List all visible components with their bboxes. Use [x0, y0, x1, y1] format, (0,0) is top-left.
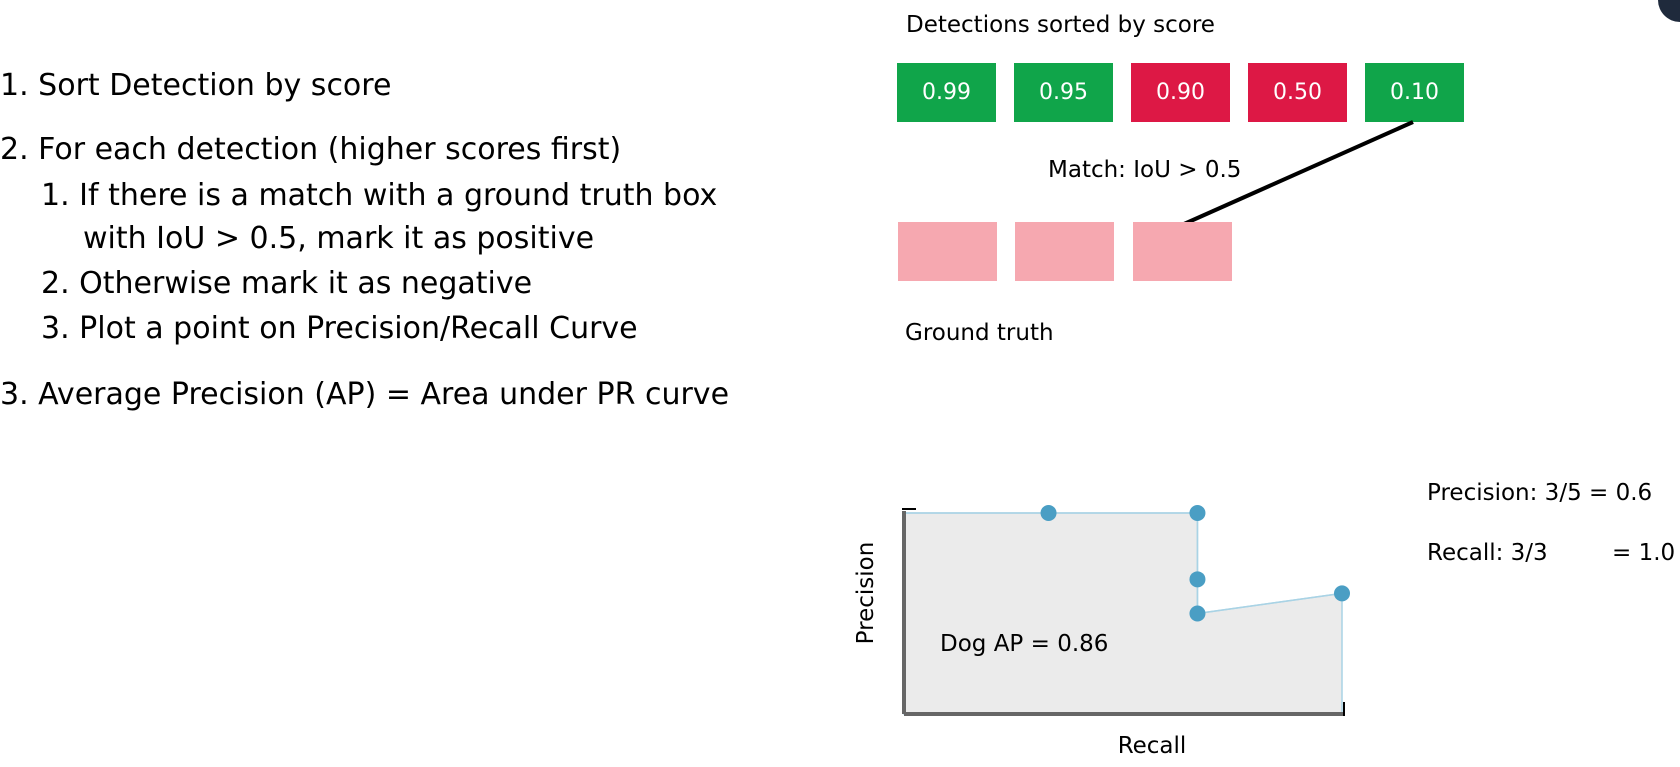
- ground-truth-box: [1133, 222, 1232, 281]
- detection-box: 0.50: [1248, 63, 1347, 122]
- step-number: 3.: [0, 377, 29, 412]
- y-axis-label: Precision: [853, 542, 879, 645]
- step-text: Average Precision (AP) = Area under PR c…: [38, 377, 730, 412]
- step-2-2: 2. Otherwise mark it as negative: [41, 266, 532, 302]
- pr-point: [1334, 585, 1350, 602]
- detection-box: 0.99: [897, 63, 996, 122]
- step-2-1-continued: with IoU > 0.5, mark it as positive: [83, 221, 594, 257]
- ground-truth-box: [898, 222, 997, 281]
- step-text: Otherwise mark it as negative: [79, 266, 533, 301]
- step-text: with IoU > 0.5, mark it as positive: [83, 221, 595, 256]
- detection-score: 0.99: [922, 80, 971, 105]
- detection-box: 0.10: [1365, 63, 1464, 122]
- ground-truth-caption: Ground truth: [905, 320, 1054, 346]
- ap-annotation: Dog AP = 0.86: [940, 631, 1108, 657]
- step-number: 2.: [41, 266, 70, 301]
- step-text: For each detection (higher scores first): [38, 132, 622, 167]
- step-3: 3. Average Precision (AP) = Area under P…: [0, 377, 729, 413]
- precision-value: Precision: 3/5 = 0.6: [1427, 480, 1653, 506]
- detection-box: 0.95: [1014, 63, 1113, 122]
- pr-point: [1189, 605, 1206, 622]
- ground-truth-box: [1015, 222, 1114, 281]
- step-text: If there is a match with a ground truth …: [79, 178, 718, 213]
- step-number: 3.: [41, 311, 70, 346]
- pr-points: [1040, 505, 1350, 622]
- recall-label: Recall: 3/3: [1427, 540, 1548, 566]
- step-text: Sort Detection by score: [38, 68, 392, 103]
- pr-curve: [904, 512, 1343, 615]
- step-2: 2. For each detection (higher scores fir…: [0, 132, 621, 168]
- step-text: Plot a point on Precision/Recall Curve: [79, 311, 638, 346]
- pr-point: [1189, 571, 1206, 588]
- step-2-3: 3. Plot a point on Precision/Recall Curv…: [41, 311, 638, 347]
- step-number: 2.: [0, 132, 29, 167]
- detection-score: 0.50: [1273, 80, 1322, 105]
- step-number: 1.: [41, 178, 70, 213]
- pr-point: [1189, 505, 1206, 521]
- detections-caption: Detections sorted by score: [906, 12, 1215, 38]
- recall-value: = 1.0: [1612, 540, 1676, 566]
- detection-score: 0.90: [1156, 80, 1205, 105]
- step-1: 1. Sort Detection by score: [0, 68, 391, 104]
- x-axis-label: Recall: [1118, 733, 1187, 759]
- step-number: 1.: [0, 68, 29, 103]
- pr-area: [903, 512, 1343, 715]
- detection-score: 0.95: [1039, 80, 1088, 105]
- pr-point: [1040, 505, 1057, 521]
- detection-score: 0.10: [1390, 80, 1439, 105]
- step-2-1: 1. If there is a match with a ground tru…: [41, 178, 717, 214]
- detection-box: 0.90: [1131, 63, 1230, 122]
